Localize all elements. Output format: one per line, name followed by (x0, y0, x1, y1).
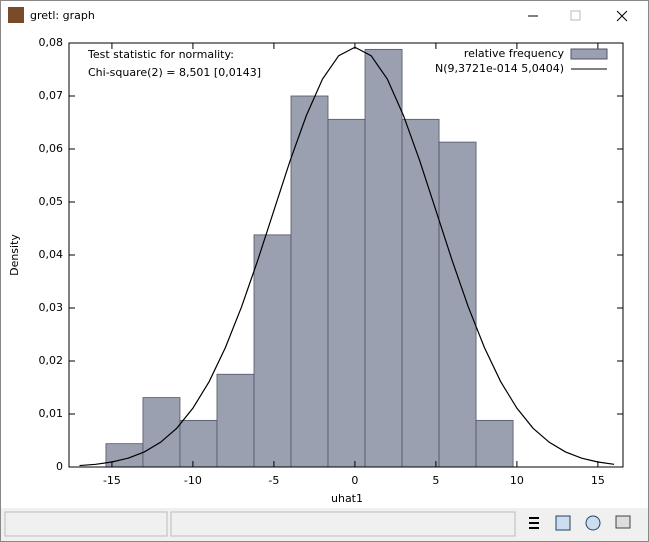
bar (290, 95, 329, 468)
bar (438, 141, 477, 468)
y-tick-label: 0,03 (39, 301, 64, 314)
bar (179, 419, 218, 468)
annotation: Chi-square(2) = 8,501 [0,0143] (88, 66, 261, 79)
y-tick-label: 0,07 (39, 89, 64, 102)
y-tick-label: 0,01 (39, 407, 64, 420)
app-icon (8, 7, 24, 23)
x-tick-label: 5 (432, 474, 439, 487)
legend-swatch (570, 48, 608, 60)
y-axis-label: Density (8, 234, 21, 276)
window-button[interactable] (615, 515, 631, 529)
x-tick-label: -10 (184, 474, 202, 487)
status-field (170, 511, 516, 537)
density-curve (79, 46, 615, 467)
bar (401, 118, 440, 468)
bar (364, 48, 403, 468)
y-tick-label: 0,02 (39, 354, 64, 367)
bar (253, 234, 292, 468)
status-field (4, 511, 168, 537)
x-tick-label: -15 (103, 474, 121, 487)
bar (475, 419, 514, 468)
maximize-button[interactable] (570, 10, 581, 21)
legend-label: N(9,3721e-014 5,0404) (435, 62, 564, 75)
legend-label: relative frequency (464, 47, 565, 60)
bar (142, 397, 181, 468)
y-tick-label: 0,04 (39, 248, 64, 261)
bar (327, 118, 366, 468)
x-axis-label: uhat1 (331, 492, 363, 505)
y-tick-label: 0,08 (39, 36, 64, 49)
menu-button[interactable] (529, 517, 539, 529)
y-tick-label: 0,05 (39, 195, 64, 208)
x-tick-label: -5 (268, 474, 279, 487)
annotation: Test statistic for normality: (87, 48, 234, 61)
window-title: gretl: graph (30, 9, 95, 22)
y-tick-label: 0 (56, 460, 63, 473)
x-tick-label: 10 (510, 474, 524, 487)
close-button[interactable] (616, 10, 628, 22)
fit-button[interactable] (585, 515, 601, 531)
x-tick-label: 0 (351, 474, 358, 487)
zoom-button[interactable] (555, 515, 571, 531)
y-tick-label: 0,06 (39, 142, 64, 155)
x-tick-label: 15 (591, 474, 605, 487)
bar (216, 373, 255, 468)
